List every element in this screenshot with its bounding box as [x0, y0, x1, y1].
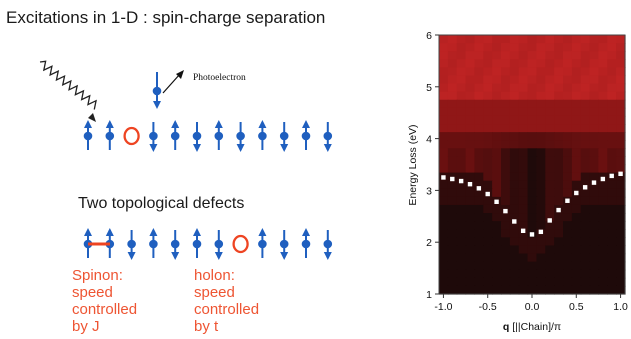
- y-axis-label: Energy Loss (eV): [407, 124, 419, 205]
- spin-up: [170, 120, 180, 150]
- dispersion-point: [574, 190, 579, 196]
- y-tick-label: 4: [426, 134, 432, 146]
- x-tick-label: 1.0: [613, 301, 628, 313]
- spin-down: [323, 230, 333, 260]
- spin-up: [83, 120, 93, 150]
- spinon-label: Spinon: speed controlled by J: [72, 267, 138, 335]
- photoelectron-arrowhead: [176, 70, 184, 79]
- spin-up: [149, 228, 158, 258]
- spin-down: [279, 230, 289, 260]
- dispersion-point: [529, 232, 535, 237]
- y-tick-label: 5: [426, 82, 432, 94]
- dispersion-point: [450, 176, 455, 182]
- spin-up: [192, 228, 202, 258]
- x-axis-label-text: [||Chain]/π: [512, 321, 561, 333]
- dispersion-point: [538, 229, 544, 235]
- spin-up: [258, 228, 267, 258]
- heatmap-cells: [439, 35, 626, 295]
- photoelectron-spin: [152, 72, 162, 109]
- dispersion-point: [494, 199, 499, 204]
- spin-down: [170, 230, 180, 260]
- x-tick-label: -0.5: [479, 301, 497, 313]
- spin-up: [258, 120, 267, 150]
- dispersion-point: [441, 175, 446, 180]
- dispersion-point: [512, 219, 517, 224]
- eels-heatmap-chart: 1 2 3 4 5 6 -1.0 -0.5 0.0 0.5 1.0 Energy Loss (eV…: [407, 30, 628, 333]
- spin-up: [105, 120, 115, 150]
- photoelectron-label: Photoelectron: [193, 73, 246, 83]
- y-axis-ticks: 1 2 3 4 5 6: [426, 30, 439, 301]
- dispersion-point: [467, 181, 473, 187]
- spin-chain-top: [83, 120, 333, 152]
- spin-up: [214, 120, 224, 150]
- spin-down: [127, 230, 136, 260]
- dispersion-point: [618, 171, 623, 177]
- x-tick-label: -1.0: [434, 301, 452, 313]
- dispersion-point: [600, 176, 606, 182]
- dispersion-point: [547, 218, 552, 223]
- spin-down: [323, 122, 333, 152]
- spin-down: [149, 122, 158, 152]
- spin-chain-bottom: [83, 228, 333, 260]
- dispersion-point: [591, 180, 597, 185]
- spin-up: [301, 120, 311, 150]
- subtitle: Two topological defects: [78, 195, 245, 212]
- dispersion-points: [441, 171, 623, 237]
- dispersion-point: [520, 228, 526, 234]
- spin-down: [214, 230, 224, 260]
- dispersion-point: [609, 173, 614, 179]
- photoelectron-arrow: [162, 73, 181, 94]
- y-tick-label: 2: [426, 237, 432, 249]
- photon-arrowhead: [88, 113, 96, 122]
- holon-label: holon: speed controlled by t: [194, 267, 260, 335]
- dispersion-point: [458, 178, 464, 184]
- dispersion-point: [565, 198, 570, 203]
- dispersion-point: [503, 208, 508, 214]
- y-tick-label: 3: [426, 185, 432, 197]
- spin-down: [192, 122, 202, 152]
- x-tick-label: 0.5: [569, 301, 584, 313]
- spin-down: [279, 122, 289, 152]
- dispersion-point: [582, 185, 588, 190]
- spin-up: [301, 228, 311, 258]
- y-tick-label: 1: [426, 289, 432, 301]
- x-axis-label: q [||Chain]/π: [503, 321, 561, 333]
- spin-chain-diagram: [39, 60, 333, 260]
- photon-wave: [39, 60, 97, 110]
- dispersion-point: [485, 191, 490, 197]
- holon-hole: [232, 234, 249, 254]
- holon-hole: [123, 126, 140, 146]
- dispersion-point: [556, 207, 561, 213]
- slide-title: Excitations in 1-D : spin-charge separat…: [6, 8, 326, 27]
- spin-down: [236, 122, 245, 152]
- x-tick-label: 0.0: [525, 301, 540, 313]
- dispersion-point: [476, 186, 482, 191]
- x-axis-ticks: -1.0 -0.5 0.0 0.5 1.0: [434, 294, 628, 313]
- y-tick-label: 6: [426, 30, 432, 42]
